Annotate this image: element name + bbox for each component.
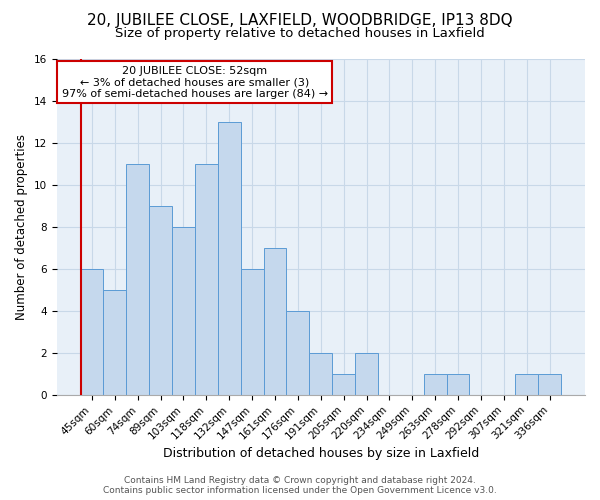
Bar <box>241 269 263 395</box>
Text: Size of property relative to detached houses in Laxfield: Size of property relative to detached ho… <box>115 28 485 40</box>
Bar <box>332 374 355 395</box>
Y-axis label: Number of detached properties: Number of detached properties <box>15 134 28 320</box>
Bar <box>515 374 538 395</box>
Bar <box>195 164 218 395</box>
Text: 20 JUBILEE CLOSE: 52sqm
← 3% of detached houses are smaller (3)
97% of semi-deta: 20 JUBILEE CLOSE: 52sqm ← 3% of detached… <box>62 66 328 99</box>
Bar <box>263 248 286 395</box>
Bar <box>127 164 149 395</box>
Bar <box>424 374 446 395</box>
Text: Contains HM Land Registry data © Crown copyright and database right 2024.
Contai: Contains HM Land Registry data © Crown c… <box>103 476 497 495</box>
Bar <box>286 311 310 395</box>
Bar <box>172 227 195 395</box>
Bar <box>149 206 172 395</box>
Text: 20, JUBILEE CLOSE, LAXFIELD, WOODBRIDGE, IP13 8DQ: 20, JUBILEE CLOSE, LAXFIELD, WOODBRIDGE,… <box>87 12 513 28</box>
Bar <box>218 122 241 395</box>
Bar <box>355 353 378 395</box>
Bar <box>538 374 561 395</box>
Bar <box>80 269 103 395</box>
Bar <box>103 290 127 395</box>
Bar <box>446 374 469 395</box>
Bar <box>310 353 332 395</box>
X-axis label: Distribution of detached houses by size in Laxfield: Distribution of detached houses by size … <box>163 447 479 460</box>
